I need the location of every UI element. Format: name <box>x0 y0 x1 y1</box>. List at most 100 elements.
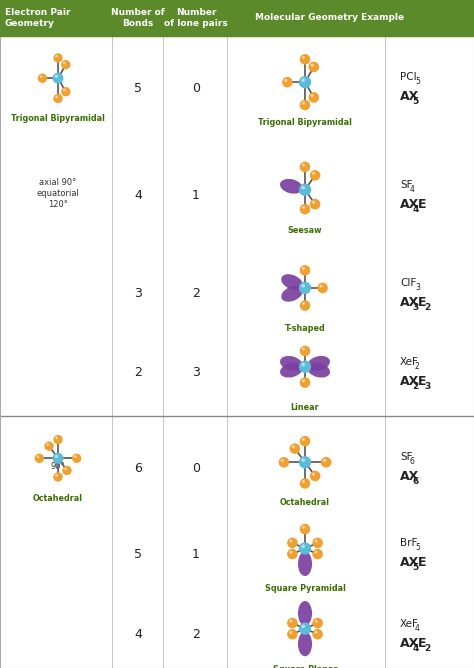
Circle shape <box>312 549 323 559</box>
Text: 6: 6 <box>410 458 415 466</box>
Circle shape <box>310 94 314 97</box>
Circle shape <box>55 436 58 440</box>
Circle shape <box>300 478 310 489</box>
Circle shape <box>299 623 311 635</box>
Circle shape <box>290 444 300 454</box>
Text: 4: 4 <box>134 628 142 641</box>
Circle shape <box>40 75 42 78</box>
Circle shape <box>287 618 298 629</box>
Text: XeF: XeF <box>400 357 419 367</box>
Circle shape <box>289 540 292 542</box>
Circle shape <box>300 345 310 356</box>
Circle shape <box>53 435 63 444</box>
Ellipse shape <box>280 363 302 377</box>
Text: E: E <box>418 556 426 569</box>
Circle shape <box>287 629 298 639</box>
Circle shape <box>281 459 284 462</box>
Circle shape <box>62 466 72 475</box>
Text: BrF: BrF <box>400 538 418 548</box>
Circle shape <box>53 73 64 84</box>
Circle shape <box>314 540 318 542</box>
Circle shape <box>36 456 39 458</box>
Circle shape <box>312 629 323 639</box>
Text: Trigonal Bipyramidal: Trigonal Bipyramidal <box>11 114 105 123</box>
Circle shape <box>301 186 305 190</box>
Circle shape <box>302 267 305 270</box>
Circle shape <box>310 199 320 210</box>
Circle shape <box>55 96 58 98</box>
Text: 0: 0 <box>192 81 200 95</box>
Circle shape <box>46 443 49 446</box>
Circle shape <box>282 77 292 88</box>
Text: Trigonal Bipyramidal: Trigonal Bipyramidal <box>258 118 352 127</box>
Text: E: E <box>418 296 426 309</box>
Circle shape <box>289 631 292 634</box>
Circle shape <box>310 471 320 481</box>
Circle shape <box>314 620 318 623</box>
Text: 2: 2 <box>424 303 430 312</box>
Circle shape <box>300 100 310 110</box>
Circle shape <box>314 550 318 554</box>
Ellipse shape <box>280 179 302 194</box>
Circle shape <box>310 63 314 67</box>
Text: 3: 3 <box>424 381 430 391</box>
Text: E: E <box>418 198 426 210</box>
Text: AX: AX <box>400 90 419 103</box>
Text: 1: 1 <box>192 548 200 561</box>
Text: 4: 4 <box>412 643 419 653</box>
Text: 2: 2 <box>134 366 142 379</box>
Circle shape <box>289 550 292 554</box>
Circle shape <box>61 60 71 69</box>
Text: T-shaped: T-shaped <box>284 324 325 333</box>
Circle shape <box>55 55 58 57</box>
Circle shape <box>300 54 310 65</box>
Text: Octahedral: Octahedral <box>33 494 83 503</box>
Text: 2: 2 <box>192 628 200 641</box>
Text: 4: 4 <box>412 204 419 214</box>
Text: 2: 2 <box>424 643 430 653</box>
Circle shape <box>74 456 77 458</box>
Text: axial 90°
equatorial
120°: axial 90° equatorial 120° <box>36 178 80 209</box>
Text: 5: 5 <box>415 77 420 86</box>
Text: XeF: XeF <box>400 619 419 629</box>
Text: 3: 3 <box>134 287 142 301</box>
Circle shape <box>301 544 305 548</box>
Ellipse shape <box>280 356 302 371</box>
Circle shape <box>302 526 305 529</box>
Circle shape <box>289 620 292 623</box>
Circle shape <box>302 206 305 209</box>
Circle shape <box>301 284 305 288</box>
Circle shape <box>72 454 82 463</box>
Circle shape <box>302 347 305 351</box>
Text: 90°: 90° <box>51 462 65 471</box>
Circle shape <box>317 283 328 293</box>
Text: Square Pyramidal: Square Pyramidal <box>264 584 346 593</box>
Circle shape <box>63 89 66 92</box>
Ellipse shape <box>298 551 312 576</box>
Text: 6: 6 <box>412 477 419 486</box>
Ellipse shape <box>298 601 312 626</box>
Text: 4: 4 <box>415 624 420 633</box>
Circle shape <box>299 542 311 554</box>
Text: Seesaw: Seesaw <box>288 226 322 234</box>
Circle shape <box>287 538 298 548</box>
Circle shape <box>300 436 310 446</box>
Circle shape <box>45 442 54 451</box>
Text: 3: 3 <box>412 303 419 312</box>
Text: Number
of lone pairs: Number of lone pairs <box>164 8 228 28</box>
Circle shape <box>323 459 326 462</box>
Circle shape <box>53 453 64 464</box>
Text: PCl: PCl <box>400 72 417 82</box>
Circle shape <box>38 73 47 83</box>
Ellipse shape <box>281 286 303 302</box>
Circle shape <box>302 438 305 441</box>
Circle shape <box>312 472 315 476</box>
Circle shape <box>302 302 305 305</box>
Text: SF: SF <box>400 452 412 462</box>
Circle shape <box>53 53 63 63</box>
Circle shape <box>292 445 295 448</box>
Circle shape <box>61 87 71 96</box>
Text: 5: 5 <box>415 544 420 552</box>
Circle shape <box>302 164 305 166</box>
Text: 5: 5 <box>134 81 142 95</box>
